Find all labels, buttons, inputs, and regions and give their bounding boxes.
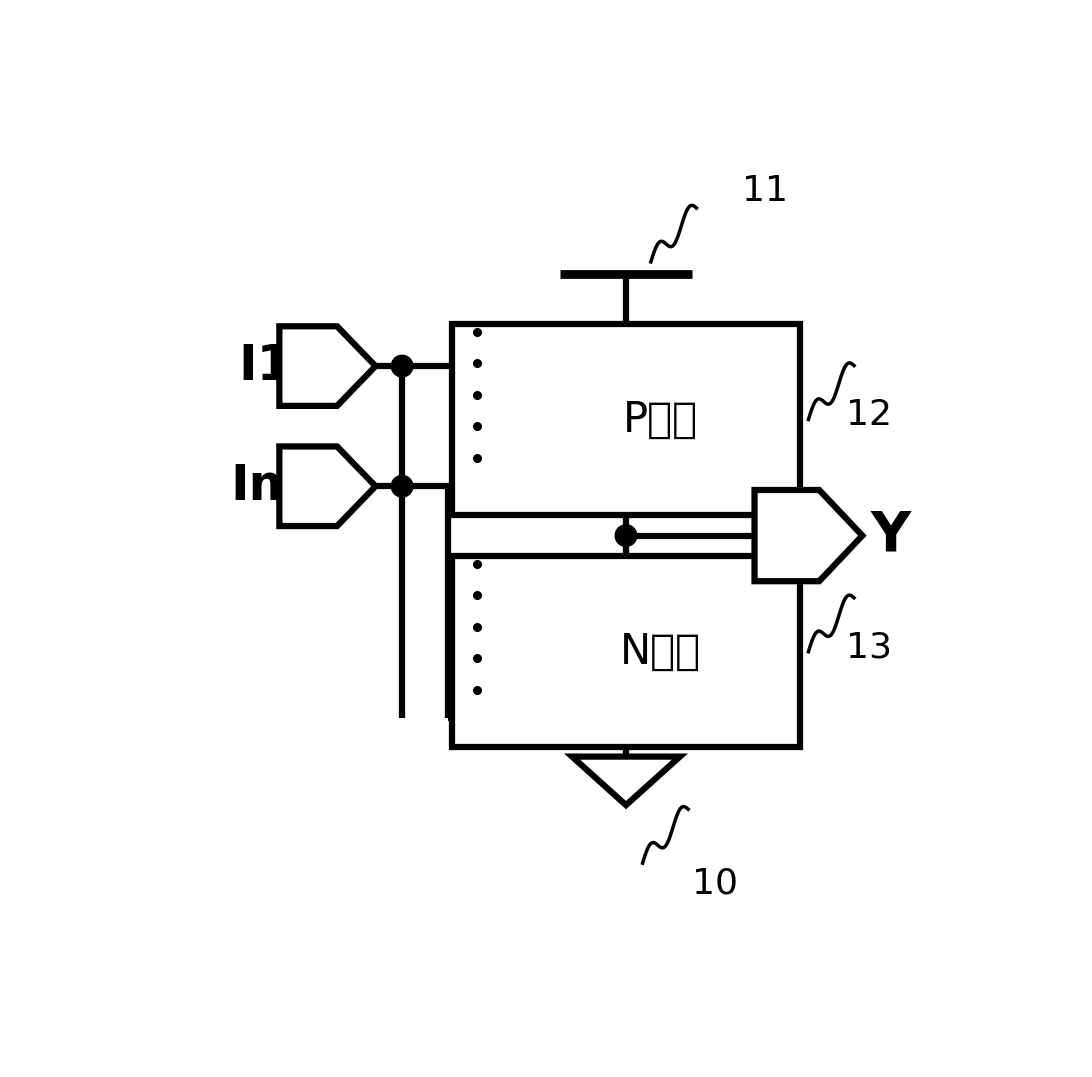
Polygon shape bbox=[755, 490, 863, 582]
Bar bbox=[452, 557, 800, 747]
Text: Im: Im bbox=[230, 462, 300, 510]
Polygon shape bbox=[280, 326, 376, 406]
Polygon shape bbox=[280, 447, 376, 526]
Text: N网络: N网络 bbox=[620, 631, 701, 673]
Text: 11: 11 bbox=[743, 174, 788, 209]
Text: 10: 10 bbox=[692, 867, 738, 900]
Text: P网络: P网络 bbox=[624, 398, 699, 440]
Text: I1: I1 bbox=[238, 342, 292, 390]
Text: Y: Y bbox=[870, 508, 911, 562]
Bar bbox=[452, 324, 800, 515]
Circle shape bbox=[615, 524, 637, 546]
Circle shape bbox=[391, 355, 413, 377]
Circle shape bbox=[391, 475, 413, 496]
Text: 12: 12 bbox=[846, 398, 892, 432]
Text: 13: 13 bbox=[846, 630, 892, 665]
